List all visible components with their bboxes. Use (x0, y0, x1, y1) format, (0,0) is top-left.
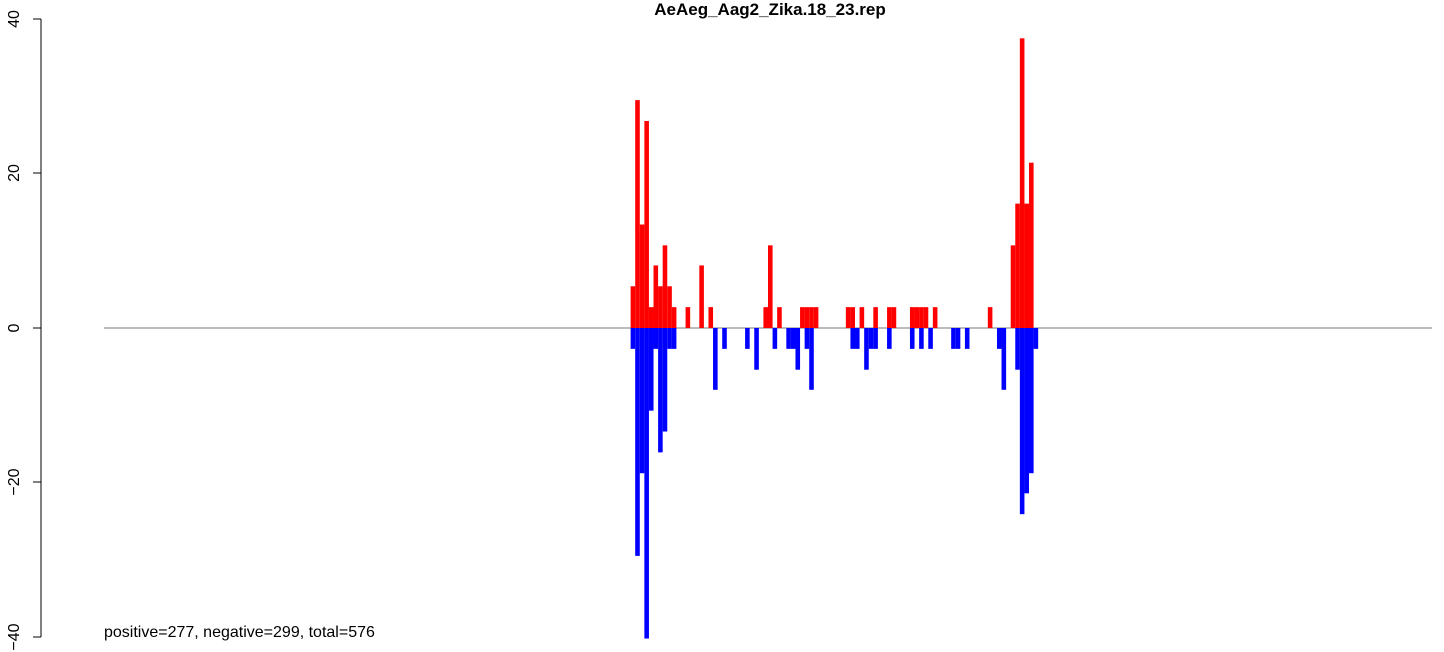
positive-bar (919, 307, 924, 328)
negative-bar (667, 328, 672, 349)
negative-bar (639, 328, 645, 474)
negative-bar (1015, 328, 1020, 370)
negative-bar (1029, 328, 1034, 474)
negative-bar (855, 328, 860, 349)
negative-bar (1033, 328, 1039, 349)
negative-bar (745, 328, 750, 349)
positive-bar (804, 307, 810, 328)
negative-bar (850, 328, 856, 349)
chart-title: AeAeg_Aag2_Zika.18_23.rep (654, 0, 886, 19)
negative-bar (1019, 328, 1025, 515)
positive-bar (813, 307, 819, 328)
positive-bar (845, 307, 851, 328)
positive-bar (923, 307, 929, 328)
negative-bar (873, 328, 878, 349)
positive-bar (708, 307, 714, 328)
negative-bar (887, 328, 892, 349)
negative-bar (722, 328, 727, 349)
positive-bar (658, 286, 663, 328)
negative-bar (996, 328, 1002, 349)
negative-bar (809, 328, 814, 390)
positive-bar (671, 307, 677, 328)
positive-bar (887, 307, 892, 328)
positive-bar (873, 307, 878, 328)
negative-bar (964, 328, 970, 349)
positive-bar (809, 307, 814, 328)
negative-bar (786, 328, 791, 349)
positive-bar (932, 307, 938, 328)
negative-bar (772, 328, 778, 349)
positive-bar (653, 265, 659, 328)
y-tick-label-40: 40 (6, 10, 23, 28)
positive-bar (630, 286, 636, 328)
positive-bar (891, 307, 897, 328)
positive-bar (635, 100, 640, 328)
negative-bar (955, 328, 961, 349)
negative-bar (662, 328, 668, 432)
negative-bar (671, 328, 677, 349)
negative-bar (635, 328, 640, 556)
negative-bar (909, 328, 915, 349)
positive-bar (800, 307, 805, 328)
positive-bar (1029, 162, 1034, 328)
positive-bar (859, 307, 865, 328)
y-tick-label-neg20: −20 (6, 468, 23, 495)
positive-bar (914, 307, 920, 328)
negative-bar (951, 328, 956, 349)
negative-bar (919, 328, 924, 349)
positive-bar (763, 307, 768, 328)
negative-bar (658, 328, 663, 453)
positive-bar (667, 286, 672, 328)
negative-bar (790, 328, 796, 349)
y-tick-label-20: 20 (6, 164, 23, 182)
summary-text: positive=277, negative=299, total=576 (104, 624, 375, 641)
positive-bar (768, 245, 773, 328)
y-tick-label-neg40: −40 (6, 623, 23, 650)
positive-bar (685, 307, 691, 328)
positive-bar (648, 307, 654, 328)
negative-bar (644, 328, 649, 639)
y-axis: 40 20 0 −20 −40 (6, 10, 42, 651)
negative-bar (804, 328, 810, 349)
negative-bar (630, 328, 636, 349)
positive-bar (850, 307, 856, 328)
positive-bar (777, 307, 782, 328)
positive-bar (987, 307, 993, 328)
negative-bar (1024, 328, 1030, 494)
negative-bar (868, 328, 874, 349)
bars-group (630, 38, 1039, 639)
negative-bar (1001, 328, 1007, 390)
positive-bar (1024, 203, 1030, 328)
negative-bar (754, 328, 759, 370)
positive-bar (909, 307, 915, 328)
negative-bar (713, 328, 718, 390)
negative-bar (928, 328, 933, 349)
negative-bar (653, 328, 659, 349)
negative-bar (648, 328, 654, 411)
positive-bar (699, 265, 704, 328)
positive-bar (639, 224, 645, 329)
positive-bar (662, 245, 668, 328)
y-tick-label-0: 0 (6, 323, 23, 332)
negative-bar (795, 328, 801, 370)
positive-bar (1015, 203, 1020, 328)
positive-bar (644, 120, 649, 328)
negative-bar (864, 328, 869, 370)
positive-bar (1019, 38, 1025, 329)
positive-bar (1010, 245, 1016, 328)
